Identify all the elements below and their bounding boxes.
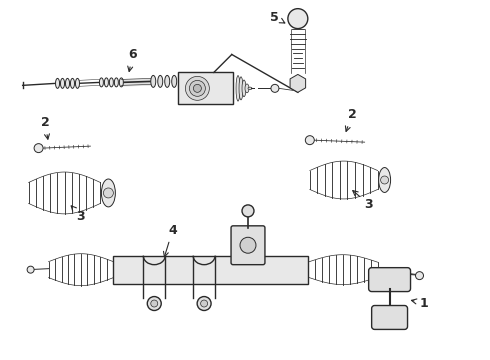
Ellipse shape: [99, 78, 103, 87]
Text: 5: 5: [270, 10, 285, 24]
Circle shape: [242, 205, 254, 217]
Circle shape: [147, 297, 161, 310]
Text: 3: 3: [71, 206, 85, 223]
Bar: [113, 256, 308, 284]
Circle shape: [200, 300, 208, 307]
Ellipse shape: [101, 179, 115, 207]
Circle shape: [416, 272, 423, 280]
Text: 2: 2: [41, 116, 49, 139]
FancyBboxPatch shape: [371, 306, 408, 329]
Ellipse shape: [236, 76, 240, 101]
Ellipse shape: [248, 87, 252, 90]
Bar: [178, 72, 233, 104]
Ellipse shape: [75, 78, 79, 88]
Ellipse shape: [172, 75, 177, 87]
Circle shape: [185, 76, 209, 100]
Ellipse shape: [379, 167, 391, 193]
Circle shape: [197, 297, 211, 310]
FancyBboxPatch shape: [368, 268, 411, 292]
Circle shape: [240, 237, 256, 253]
Ellipse shape: [165, 75, 170, 87]
Ellipse shape: [239, 77, 243, 100]
Circle shape: [151, 300, 158, 307]
Text: 3: 3: [353, 190, 373, 211]
Circle shape: [103, 188, 113, 198]
Text: 6: 6: [128, 49, 137, 72]
Ellipse shape: [55, 78, 59, 88]
Circle shape: [190, 80, 205, 96]
Ellipse shape: [71, 78, 74, 88]
Ellipse shape: [151, 75, 156, 87]
Ellipse shape: [242, 80, 246, 97]
Circle shape: [27, 266, 34, 273]
Circle shape: [381, 176, 389, 184]
Polygon shape: [290, 75, 306, 92]
Text: 4: 4: [164, 224, 177, 257]
Ellipse shape: [158, 75, 163, 87]
Ellipse shape: [114, 78, 119, 87]
Circle shape: [288, 9, 308, 28]
Text: 1: 1: [412, 297, 428, 310]
Circle shape: [305, 136, 314, 145]
Ellipse shape: [66, 78, 70, 88]
FancyBboxPatch shape: [231, 226, 265, 265]
Circle shape: [34, 144, 43, 153]
Text: 2: 2: [345, 108, 356, 131]
Ellipse shape: [120, 78, 123, 87]
Ellipse shape: [61, 78, 65, 88]
Ellipse shape: [245, 84, 249, 93]
Circle shape: [194, 84, 201, 92]
Circle shape: [271, 84, 279, 92]
Ellipse shape: [104, 78, 108, 87]
Ellipse shape: [109, 78, 113, 87]
